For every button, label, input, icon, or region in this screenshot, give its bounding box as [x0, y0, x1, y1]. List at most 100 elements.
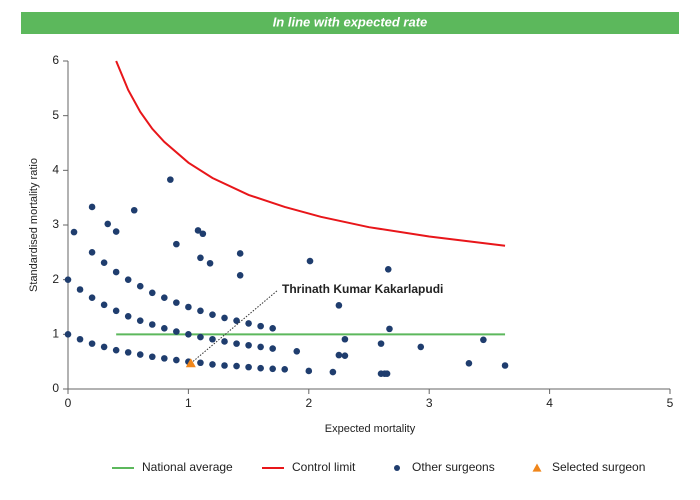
point — [70, 228, 78, 236]
point — [386, 325, 393, 333]
point — [293, 347, 301, 355]
point — [209, 361, 216, 368]
point — [465, 360, 473, 367]
point — [306, 257, 314, 265]
point — [104, 220, 112, 228]
y-tick-label: 1 — [52, 327, 59, 341]
point — [76, 286, 84, 293]
point — [185, 303, 192, 311]
point — [88, 249, 96, 256]
point — [501, 362, 509, 369]
point — [124, 349, 132, 356]
point — [206, 259, 214, 267]
point — [305, 367, 313, 375]
point — [341, 352, 349, 359]
point — [233, 317, 240, 324]
point — [167, 176, 174, 183]
point — [100, 301, 108, 309]
title-bar — [21, 12, 679, 34]
point — [136, 317, 144, 324]
point — [245, 363, 252, 371]
point — [161, 325, 168, 332]
point — [377, 340, 385, 347]
point — [236, 271, 244, 279]
point — [100, 259, 108, 267]
legend-label: Selected surgeon — [552, 460, 645, 474]
point — [173, 240, 180, 248]
annotation-leader — [190, 289, 279, 364]
point — [161, 355, 168, 362]
point — [197, 333, 204, 341]
point — [124, 276, 132, 283]
legend-label: National average — [142, 460, 233, 474]
x-tick-label: 4 — [546, 396, 553, 410]
point — [88, 340, 96, 347]
point — [88, 203, 96, 211]
point — [197, 307, 204, 315]
point — [269, 365, 276, 373]
y-axis-label: Standardised mortality ratio — [28, 158, 40, 292]
point — [269, 345, 276, 352]
point — [257, 364, 264, 372]
point — [100, 343, 108, 351]
point — [221, 362, 228, 369]
y-tick-label: 0 — [52, 381, 59, 395]
point — [233, 362, 240, 370]
point — [341, 335, 349, 343]
point — [335, 302, 343, 309]
point — [221, 338, 228, 345]
y-tick-label: 6 — [52, 53, 59, 67]
point — [281, 366, 289, 373]
point — [148, 289, 156, 297]
y-tick-label: 2 — [52, 272, 59, 286]
point — [136, 351, 144, 358]
point — [199, 230, 207, 238]
point — [384, 265, 392, 273]
point — [88, 294, 96, 302]
point — [209, 311, 216, 318]
point — [161, 294, 168, 302]
chart-title: In line with expected rate — [273, 14, 428, 29]
point — [173, 356, 180, 364]
point — [257, 322, 264, 330]
point — [185, 358, 196, 368]
legend-label: Control limit — [292, 460, 356, 474]
point — [257, 343, 264, 351]
point — [124, 312, 132, 320]
point — [329, 368, 337, 376]
y-tick-label: 4 — [52, 163, 59, 177]
x-axis-label: Expected mortality — [325, 423, 416, 435]
point — [194, 227, 202, 234]
point — [197, 254, 204, 262]
x-tick-label: 2 — [305, 396, 312, 410]
series-line — [115, 60, 506, 247]
x-tick-label: 1 — [185, 396, 192, 410]
point — [112, 268, 120, 276]
point — [236, 250, 244, 257]
annotation: Thrinath Kumar Kakarlapudi — [282, 282, 443, 296]
legend-swatch — [532, 463, 542, 472]
y-tick-label: 3 — [52, 217, 59, 231]
x-tick-label: 0 — [65, 396, 72, 410]
point — [64, 331, 72, 338]
point — [112, 228, 120, 235]
point — [209, 335, 216, 343]
y-tick-label: 5 — [52, 108, 59, 122]
point — [197, 359, 204, 367]
point — [221, 314, 228, 322]
x-tick-label: 5 — [667, 396, 674, 410]
point — [130, 206, 138, 214]
point — [245, 341, 252, 349]
x-tick-label: 3 — [426, 396, 433, 410]
legend-label: Other surgeons — [412, 460, 495, 474]
legend-swatch — [394, 465, 400, 471]
point — [173, 299, 180, 306]
point — [480, 336, 487, 344]
point — [269, 325, 276, 332]
point — [185, 331, 192, 338]
point — [148, 353, 156, 361]
point — [64, 276, 72, 283]
point — [112, 346, 120, 354]
point — [173, 328, 180, 335]
